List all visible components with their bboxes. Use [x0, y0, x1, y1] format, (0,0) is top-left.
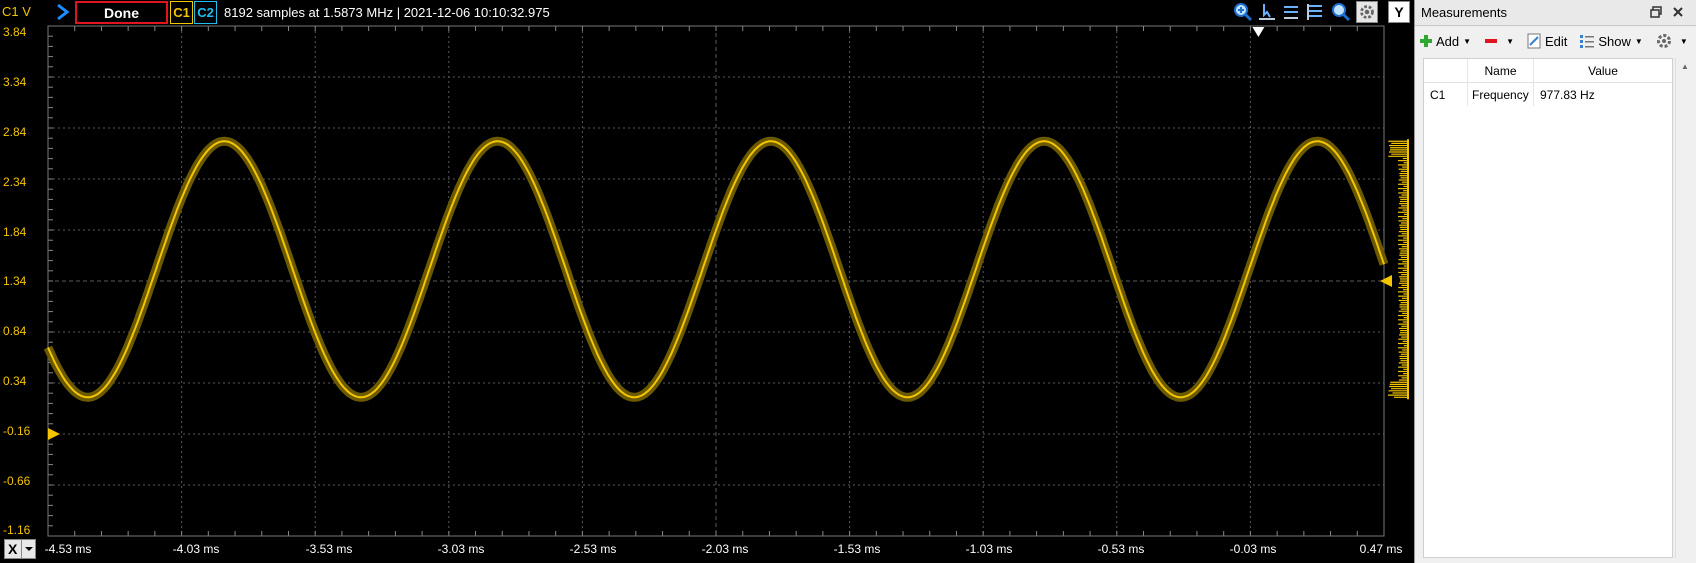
measurements-table: Name Value C1 Frequency 977.83 Hz	[1423, 58, 1673, 108]
x-tick-label: -2.53 ms	[569, 542, 617, 556]
edit-label: Edit	[1544, 33, 1568, 49]
x-tick-label: -1.53 ms	[833, 542, 881, 556]
waveform-plot[interactable]	[0, 0, 1412, 563]
scroll-up-icon[interactable]: ▲	[1681, 61, 1689, 71]
x-tick-label: -3.03 ms	[437, 542, 485, 556]
float-window-icon[interactable]	[1649, 5, 1663, 19]
value-column-header[interactable]: Value	[1588, 63, 1618, 78]
cursor-tool-icon[interactable]	[1256, 1, 1278, 23]
add-measurement-button[interactable]: Add ▼	[1419, 34, 1471, 49]
channel-2-button[interactable]: C2	[194, 1, 217, 24]
trigger-position-marker	[1252, 27, 1265, 37]
acquisition-status-button[interactable]: Done	[75, 1, 168, 24]
x-axis-button-label: X	[8, 541, 18, 557]
x-tick-label: -2.03 ms	[701, 542, 749, 556]
top-toolbar: C1 V Done C1 C2 8192 samples at 1.5873 M…	[0, 0, 1412, 26]
trigger-level-marker	[1380, 275, 1392, 287]
edit-measurement-button[interactable]: Edit	[1526, 33, 1567, 49]
channel-unit-label: C1 V	[2, 4, 31, 19]
table-header-row: Name Value	[1424, 59, 1672, 83]
oscilloscope-view: C1 V Done C1 C2 8192 samples at 1.5873 M…	[0, 0, 1412, 563]
measurement-settings-button[interactable]: ▼	[1655, 32, 1688, 50]
y-tick-label: -1.16	[3, 523, 31, 537]
y-tick-label: 0.84	[3, 324, 27, 338]
minus-icon	[1485, 39, 1498, 43]
add-label: Add	[1436, 33, 1460, 49]
y-tick-label: 2.84	[3, 125, 27, 139]
row-name: Frequency	[1468, 83, 1534, 107]
y-tick-label: 3.84	[3, 25, 27, 39]
chevron-down-icon[interactable]	[21, 540, 35, 558]
y-axis-button[interactable]: Y	[1388, 1, 1410, 23]
vertical-cursor-icon[interactable]	[1304, 1, 1326, 23]
measurements-header: Measurements	[1415, 0, 1696, 26]
table-row[interactable]: C1 Frequency 977.83 Hz	[1424, 83, 1672, 107]
x-tick-label: -0.53 ms	[1097, 542, 1145, 556]
x-axis-button[interactable]: X	[4, 539, 36, 559]
waveform-c1	[47, 140, 1385, 399]
row-value: 977.83 Hz	[1540, 88, 1595, 102]
channel-offset-marker	[48, 428, 60, 440]
list-icon	[1580, 35, 1595, 48]
settings-gear-icon[interactable]	[1356, 1, 1378, 23]
channel-1-button[interactable]: C1	[170, 1, 193, 24]
y-tick-label: -0.66	[3, 474, 31, 488]
y-tick-label: 3.34	[3, 75, 27, 89]
chevron-down-icon: ▼	[1679, 36, 1688, 46]
show-label: Show	[1598, 33, 1631, 49]
measurements-title: Measurements	[1421, 5, 1507, 20]
close-icon[interactable]	[1671, 5, 1685, 19]
chevron-down-icon: ▼	[1634, 36, 1643, 46]
horizontal-cursor-icon[interactable]	[1280, 1, 1302, 23]
acquisition-info: 8192 samples at 1.5873 MHz | 2021-12-06 …	[224, 5, 550, 20]
gear-icon	[1656, 34, 1671, 48]
show-measurement-button[interactable]: Show ▼	[1579, 33, 1643, 49]
run-arrow-icon[interactable]	[54, 2, 72, 22]
x-tick-label: -3.53 ms	[305, 542, 353, 556]
y-tick-label: 1.84	[3, 225, 27, 239]
chevron-down-icon: ▼	[1506, 36, 1514, 46]
vertical-scrollbar[interactable]: ▲	[1675, 58, 1693, 558]
x-tick-label: -4.03 ms	[172, 542, 220, 556]
y-tick-label: 1.34	[3, 274, 27, 288]
measurements-panel: Measurements Add ▼ ▼	[1414, 0, 1696, 563]
x-tick-label: -0.03 ms	[1229, 542, 1277, 556]
x-tick-label: 0.47 ms	[1359, 542, 1403, 556]
y-tick-label: 2.34	[3, 175, 27, 189]
row-channel: C1	[1424, 83, 1468, 107]
edit-icon	[1527, 33, 1541, 49]
zoom-fit-icon[interactable]	[1330, 1, 1352, 23]
chevron-down-icon: ▼	[1463, 36, 1472, 46]
measurements-toolbar: Add ▼ ▼ Edit Show ▼	[1415, 26, 1696, 56]
x-tick-label: -1.03 ms	[965, 542, 1013, 556]
zoom-in-icon[interactable]	[1232, 1, 1254, 23]
y-tick-label: 0.34	[3, 374, 27, 388]
measurements-empty-area	[1423, 106, 1673, 558]
channel-column-header	[1424, 59, 1468, 82]
y-tick-label: -0.16	[3, 424, 31, 438]
plus-icon	[1420, 35, 1432, 47]
x-tick-label: -4.53 ms	[44, 542, 92, 556]
remove-measurement-button[interactable]: ▼	[1483, 34, 1514, 48]
name-column-header[interactable]: Name	[1468, 59, 1534, 82]
